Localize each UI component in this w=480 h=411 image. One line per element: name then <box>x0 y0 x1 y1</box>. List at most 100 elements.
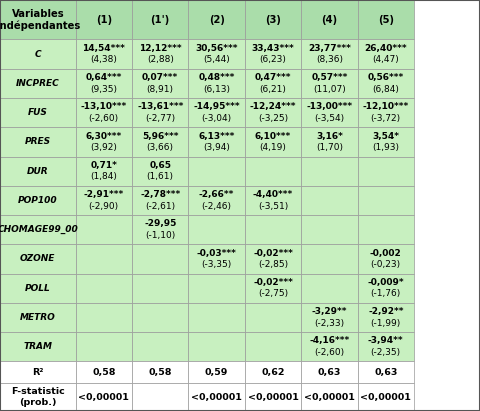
Text: -12,24***: -12,24*** <box>250 102 296 111</box>
Text: (-1,76): (-1,76) <box>371 289 401 298</box>
Text: <0,00001: <0,00001 <box>191 393 242 402</box>
Text: (1): (1) <box>96 15 112 25</box>
Bar <box>188 273 245 303</box>
Bar <box>301 361 358 383</box>
Bar <box>75 0 132 39</box>
Bar <box>132 273 188 303</box>
Bar <box>188 157 245 186</box>
Bar <box>358 383 414 411</box>
Text: (-2,75): (-2,75) <box>258 289 288 298</box>
Bar <box>132 69 188 98</box>
Text: 14,54***: 14,54*** <box>83 44 125 53</box>
Text: (-3,51): (-3,51) <box>258 202 288 211</box>
Bar <box>301 244 358 273</box>
Text: (-3,54): (-3,54) <box>314 114 345 123</box>
Bar <box>245 98 301 127</box>
Text: 0,56***: 0,56*** <box>368 73 404 82</box>
Bar <box>75 273 132 303</box>
Bar <box>75 39 132 69</box>
Text: 0,58: 0,58 <box>148 368 172 377</box>
Bar <box>301 39 358 69</box>
Text: -14,95***: -14,95*** <box>193 102 240 111</box>
Bar <box>188 0 245 39</box>
Bar <box>75 69 132 98</box>
Text: 0,07***: 0,07*** <box>142 73 179 82</box>
Bar <box>132 39 188 69</box>
Text: (-2,35): (-2,35) <box>371 348 401 357</box>
Bar <box>358 39 414 69</box>
Text: (-2,46): (-2,46) <box>202 202 231 211</box>
Text: (5,44): (5,44) <box>203 55 230 65</box>
Text: (-2,77): (-2,77) <box>145 114 175 123</box>
Text: 0,71*: 0,71* <box>90 161 117 170</box>
Bar <box>245 361 301 383</box>
Text: POP100: POP100 <box>18 196 58 205</box>
Text: TRAM: TRAM <box>24 342 52 351</box>
Text: -29,95: -29,95 <box>144 219 176 228</box>
Text: C: C <box>35 50 41 59</box>
Bar <box>75 244 132 273</box>
Text: 23,77***: 23,77*** <box>308 44 351 53</box>
Text: 0,62: 0,62 <box>261 368 285 377</box>
Bar <box>132 98 188 127</box>
Text: DUR: DUR <box>27 166 48 175</box>
Text: 5,96***: 5,96*** <box>142 132 179 141</box>
Text: (1,84): (1,84) <box>90 173 117 182</box>
Bar <box>75 157 132 186</box>
Bar <box>0 98 75 127</box>
Bar <box>301 186 358 215</box>
Text: (-1,10): (-1,10) <box>145 231 175 240</box>
Text: (1'): (1') <box>151 15 170 25</box>
Bar <box>0 383 75 411</box>
Text: 30,56***: 30,56*** <box>195 44 238 53</box>
Bar <box>188 69 245 98</box>
Text: (4): (4) <box>321 15 337 25</box>
Bar <box>358 0 414 39</box>
Text: (2,88): (2,88) <box>147 55 174 65</box>
Text: (-2,60): (-2,60) <box>314 348 345 357</box>
Text: (11,07): (11,07) <box>313 85 346 94</box>
Text: CHOMAGE99_00: CHOMAGE99_00 <box>0 225 78 234</box>
Bar <box>75 127 132 157</box>
Text: 0,63: 0,63 <box>318 368 341 377</box>
Text: 0,57***: 0,57*** <box>311 73 348 82</box>
Text: 6,30***: 6,30*** <box>85 132 122 141</box>
Text: -12,10***: -12,10*** <box>363 102 409 111</box>
Bar <box>358 215 414 244</box>
Text: -3,94**: -3,94** <box>368 336 404 345</box>
Text: 26,40***: 26,40*** <box>364 44 407 53</box>
Bar <box>0 361 75 383</box>
Text: -3,29**: -3,29** <box>312 307 347 316</box>
Bar <box>245 0 301 39</box>
Bar <box>358 303 414 332</box>
Bar <box>245 215 301 244</box>
Bar <box>0 244 75 273</box>
Bar <box>245 127 301 157</box>
Bar <box>301 303 358 332</box>
Text: (-2,85): (-2,85) <box>258 260 288 269</box>
Text: 6,10***: 6,10*** <box>255 132 291 141</box>
Text: (9,35): (9,35) <box>90 85 117 94</box>
Text: PRES: PRES <box>25 137 51 146</box>
Bar <box>132 0 188 39</box>
Bar <box>132 127 188 157</box>
Text: -13,61***: -13,61*** <box>137 102 183 111</box>
Bar <box>188 186 245 215</box>
Bar <box>188 244 245 273</box>
Text: -0,002: -0,002 <box>370 249 402 258</box>
Bar <box>358 332 414 361</box>
Text: 6,13***: 6,13*** <box>198 132 235 141</box>
Text: -0,02***: -0,02*** <box>253 249 293 258</box>
Text: <0,00001: <0,00001 <box>78 393 129 402</box>
Bar <box>132 244 188 273</box>
Bar <box>0 186 75 215</box>
Text: 0,63: 0,63 <box>374 368 397 377</box>
Bar <box>0 0 75 39</box>
Text: R²: R² <box>32 368 44 377</box>
Text: FUS: FUS <box>28 108 48 117</box>
Text: (8,91): (8,91) <box>147 85 174 94</box>
Bar <box>245 332 301 361</box>
Bar <box>75 98 132 127</box>
Bar <box>245 383 301 411</box>
Bar <box>188 303 245 332</box>
